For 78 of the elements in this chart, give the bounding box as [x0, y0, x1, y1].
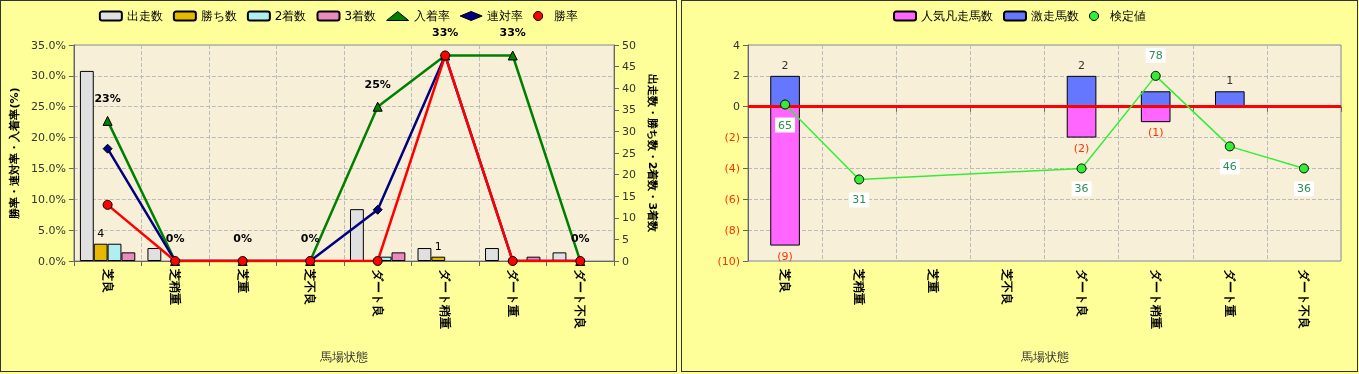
y2-tick-label: 10: [622, 211, 636, 225]
y2-tick-label: 35: [622, 103, 636, 117]
data-label: (9): [777, 249, 793, 263]
legend-label: 入着率: [413, 9, 450, 23]
x-tick-label: 芝稍重: [852, 268, 867, 305]
legend-label: 検定値: [1110, 9, 1146, 23]
y2-tick-label: 40: [622, 81, 636, 95]
y2-tick-label: 5: [622, 232, 629, 246]
x-tick-label: 芝重: [235, 268, 250, 293]
legend-label: 2着数: [274, 9, 307, 23]
data-label: 33%: [499, 26, 526, 40]
data-label: 65: [778, 118, 793, 132]
y-tick-label: 4: [733, 38, 740, 52]
data-label: 23%: [94, 91, 121, 105]
y2-tick-label: 0: [622, 254, 629, 268]
y2-tick-label: 20: [622, 168, 636, 182]
legend-label: 3着数: [344, 9, 377, 23]
x-tick-label: 芝不良: [1000, 268, 1015, 305]
x-tick-label: 芝良: [778, 268, 793, 293]
x-tick-label: 芝重: [926, 268, 941, 293]
y-axis-title: 勝率・連対率・入着率(%): [8, 87, 21, 220]
x-tick-label: ダート不良: [1296, 269, 1311, 329]
data-label: 36: [1074, 182, 1089, 196]
x-tick-label: 芝稍重: [168, 268, 183, 305]
data-label: 46: [1222, 160, 1237, 174]
y-tick-label: 15.0%: [30, 161, 66, 175]
legend-label: 人気凡走馬数: [921, 9, 993, 23]
x-tick-label: ダート重: [1222, 269, 1237, 317]
data-label: 1: [434, 239, 442, 253]
x-tick-label: ダート重: [505, 269, 520, 317]
x-tick-label: 芝不良: [303, 268, 318, 305]
x-axis-title: 馬場状態: [318, 350, 368, 364]
legend-label: 出走数: [126, 9, 163, 23]
data-label: 0%: [300, 232, 320, 245]
data-label: 4: [97, 226, 105, 240]
y2-tick-label: 45: [622, 60, 636, 74]
data-label: 33%: [432, 26, 459, 40]
x-tick-label: ダート良: [1074, 269, 1089, 317]
x-tick-label: ダート稍重: [1148, 269, 1163, 329]
data-label: 2: [781, 58, 789, 72]
y-tick-label: 5.0%: [37, 223, 66, 237]
data-label: (1): [1147, 126, 1164, 140]
legend-label: 激走馬数: [1031, 9, 1079, 23]
y2-tick-label: 25: [622, 146, 636, 160]
data-label: 25%: [364, 77, 391, 91]
legend-label: 勝率: [554, 9, 579, 23]
y-tick-label: (10): [717, 254, 740, 268]
x-axis-title: 馬場状態: [1019, 350, 1069, 364]
data-label: 0%: [233, 232, 252, 245]
y2-axis-title: 出走数・勝ち数・2着数・3着数: [645, 73, 659, 234]
y-tick-label: (8): [724, 223, 740, 237]
y-tick-label: (4): [724, 161, 740, 175]
legend-label: 勝ち数: [200, 9, 237, 23]
y2-tick-label: 15: [622, 189, 636, 203]
y-tick-label: 10.0%: [30, 192, 66, 206]
data-label: 0%: [165, 232, 185, 245]
y-tick-label: 35.0%: [30, 38, 66, 52]
y-tick-label: 0: [733, 100, 740, 114]
y-tick-label: 30.0%: [30, 69, 66, 83]
y-tick-label: (6): [724, 192, 740, 206]
x-tick-label: ダート良: [370, 269, 385, 317]
data-label: 1: [1226, 74, 1234, 88]
y-tick-label: 0.0%: [37, 254, 66, 268]
data-label: 78: [1148, 48, 1163, 62]
y2-tick-label: 30: [622, 124, 636, 138]
x-tick-label: ダート不良: [573, 269, 588, 329]
y2-tick-label: 50: [622, 38, 636, 52]
legend-label: 連対率: [487, 9, 524, 23]
y-tick-label: 2: [733, 69, 740, 83]
y-tick-label: (2): [724, 131, 740, 145]
data-label: 31: [852, 193, 867, 207]
data-label: 2: [1078, 58, 1086, 72]
data-label: (2): [1073, 141, 1090, 155]
y-tick-label: 25.0%: [30, 100, 66, 114]
x-tick-label: 芝良: [100, 268, 115, 293]
x-tick-label: ダート稍重: [438, 269, 453, 329]
y-tick-label: 20.0%: [30, 131, 66, 145]
data-label: 36: [1296, 182, 1311, 196]
